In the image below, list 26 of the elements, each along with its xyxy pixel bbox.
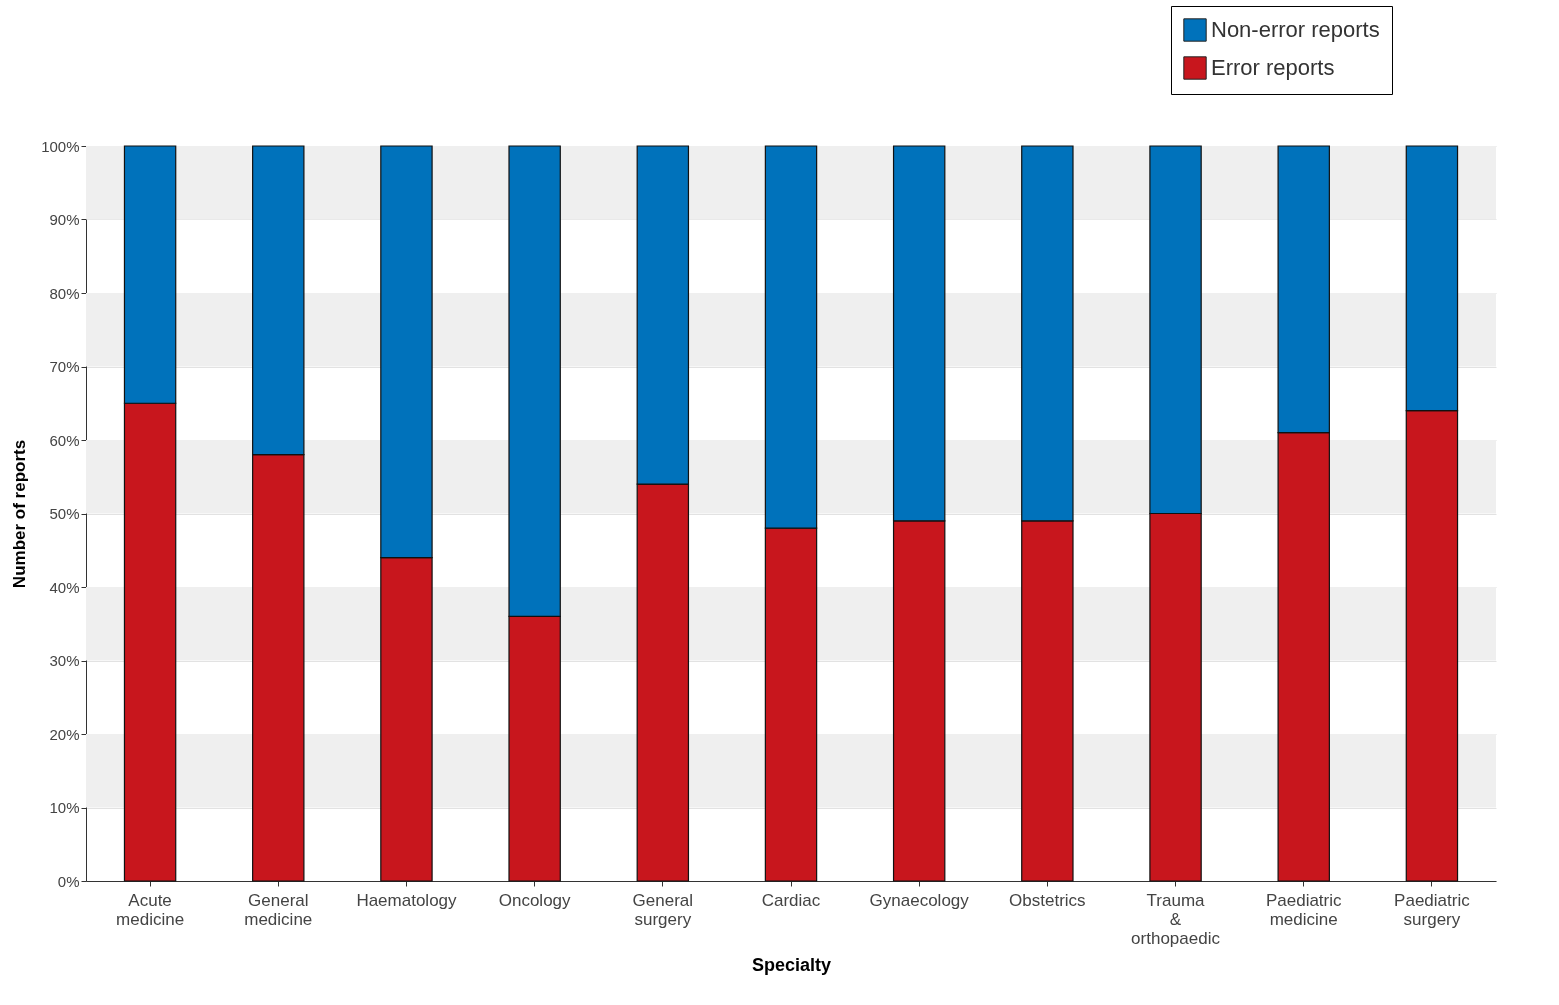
y-tick-label: 50% xyxy=(49,505,80,522)
y-tick-label: 80% xyxy=(49,284,80,302)
y-tick-label: 90% xyxy=(49,211,80,228)
y-tick-label: 30% xyxy=(49,652,80,669)
y-tick-label: 20% xyxy=(49,725,80,743)
x-tick-label: Acute medicine xyxy=(116,890,185,929)
x-tick-label: General medicine xyxy=(244,890,313,929)
y-tick-label: 0% xyxy=(57,872,80,890)
x-axis-title: Specialty xyxy=(751,954,832,975)
y-axis-title: Number of reports xyxy=(10,439,30,589)
x-tick-label: Paediatric medicine xyxy=(1265,890,1343,929)
x-tick-label: Oncology xyxy=(498,890,572,910)
x-tick-label: Obstetrics xyxy=(1009,890,1086,910)
x-tick-label: Gynaecology xyxy=(869,890,970,910)
legend-label: Error reports xyxy=(1211,55,1335,80)
y-tick-label: 100% xyxy=(41,137,80,155)
y-tick-label: 60% xyxy=(49,431,80,449)
x-tick-label: Paediatric surgery xyxy=(1394,890,1471,929)
y-tick-label: 70% xyxy=(49,358,80,375)
x-tick-label: General surgery xyxy=(632,890,694,929)
y-tick-label: 10% xyxy=(49,799,80,816)
x-tick-label: Trauma & orthopaedic xyxy=(1131,890,1221,948)
legend-label: Non-error reports xyxy=(1211,17,1380,42)
x-tick-label: Cardiac xyxy=(761,890,821,910)
x-tick-label: Haematology xyxy=(356,890,458,910)
y-tick-label: 40% xyxy=(49,578,80,596)
